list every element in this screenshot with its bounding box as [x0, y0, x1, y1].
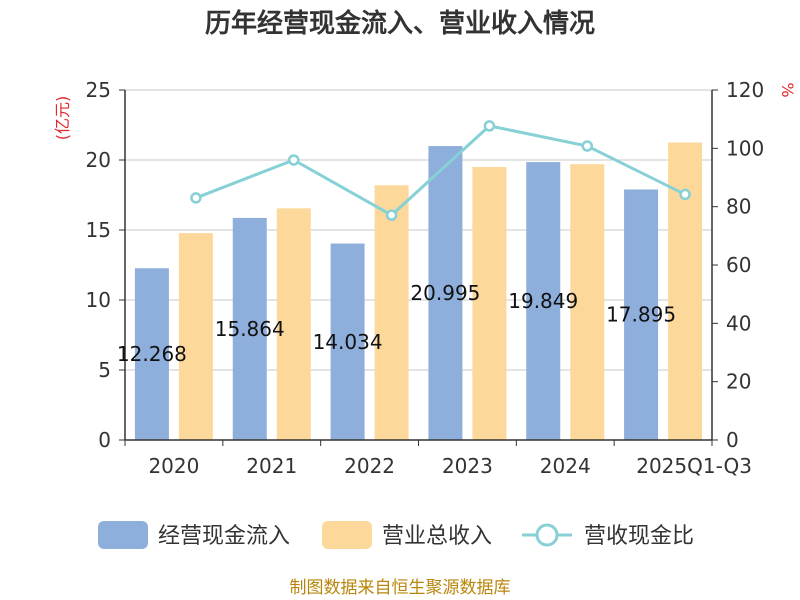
legend-swatch-revenue: [322, 521, 372, 549]
x-tick-label: 2021: [246, 454, 297, 478]
x-tick-label: 2025Q1-Q3: [636, 454, 752, 478]
axes: 0 5 10 15 20 25 0 20 40 60 80 100 120 2020 2021 2022 202…: [86, 78, 765, 478]
legend-label: 营业总收入: [382, 524, 492, 549]
data-label: 14.034: [313, 330, 383, 354]
right-tick-label: 80: [726, 195, 751, 219]
data-label: 15.864: [215, 317, 285, 341]
legend-label: 营收现金比: [584, 524, 694, 549]
right-axis-unit: %: [778, 82, 797, 97]
legend: 经营现金流入 营业总收入 营收现金比: [98, 521, 694, 549]
right-tick-label: 0: [726, 428, 739, 452]
bar-revenue: [570, 164, 605, 440]
bar-cash-inflow: [428, 146, 463, 440]
right-tick-label: 20: [726, 370, 751, 394]
ratio-line-path: [195, 124, 686, 217]
right-tick-label: 120: [726, 78, 764, 102]
x-tick-label: 2023: [442, 454, 493, 478]
legend-label: 经营现金流入: [158, 524, 290, 549]
x-tick-label: 2022: [344, 454, 395, 478]
legend-marker-ratio: [535, 523, 559, 547]
data-labels: 12.268 15.864 14.034 20.995 19.849 17.895: [117, 281, 676, 366]
ratio-point: [190, 192, 202, 204]
bar-revenue: [178, 233, 213, 440]
left-tick-label: 10: [86, 288, 111, 312]
right-tick-label: 40: [726, 311, 751, 335]
data-label: 17.895: [606, 303, 676, 327]
grid-lines: [125, 89, 712, 371]
x-tick-label: 2024: [540, 454, 591, 478]
data-label: 19.849: [508, 289, 578, 313]
bar-cash-inflow: [526, 162, 561, 440]
legend-swatch-cash-inflow: [98, 521, 148, 549]
left-tick-label: 25: [86, 78, 111, 102]
chart-title: 历年经营现金流入、营业收入情况: [205, 8, 595, 39]
bar-cash-inflow: [330, 243, 365, 440]
source-note: 制图数据来自恒生聚源数据库: [290, 578, 511, 598]
ratio-point: [483, 120, 496, 132]
right-tick-label: 100: [726, 136, 764, 160]
bars: [134, 142, 703, 440]
data-label: 20.995: [410, 281, 480, 305]
left-tick-label: 5: [98, 358, 111, 382]
data-label: 12.268: [117, 342, 187, 366]
bar-revenue: [276, 208, 311, 440]
bar-revenue: [374, 185, 409, 440]
ratio-point: [679, 188, 691, 201]
bar-cash-inflow: [624, 189, 659, 440]
left-axis-unit: (亿元): [53, 96, 72, 141]
bar-revenue: [472, 167, 507, 440]
ratio-point: [385, 209, 398, 221]
left-tick-label: 0: [98, 428, 111, 452]
ratio-point: [288, 154, 300, 166]
bar-cash-inflow: [134, 268, 169, 440]
ratio-point: [581, 140, 593, 152]
x-tick-label: 2020: [148, 454, 199, 478]
ratio-line: [190, 120, 691, 221]
left-tick-label: 15: [86, 218, 111, 242]
left-tick-label: 20: [86, 148, 111, 172]
right-tick-label: 60: [726, 253, 751, 277]
bar-cash-inflow: [232, 217, 267, 440]
